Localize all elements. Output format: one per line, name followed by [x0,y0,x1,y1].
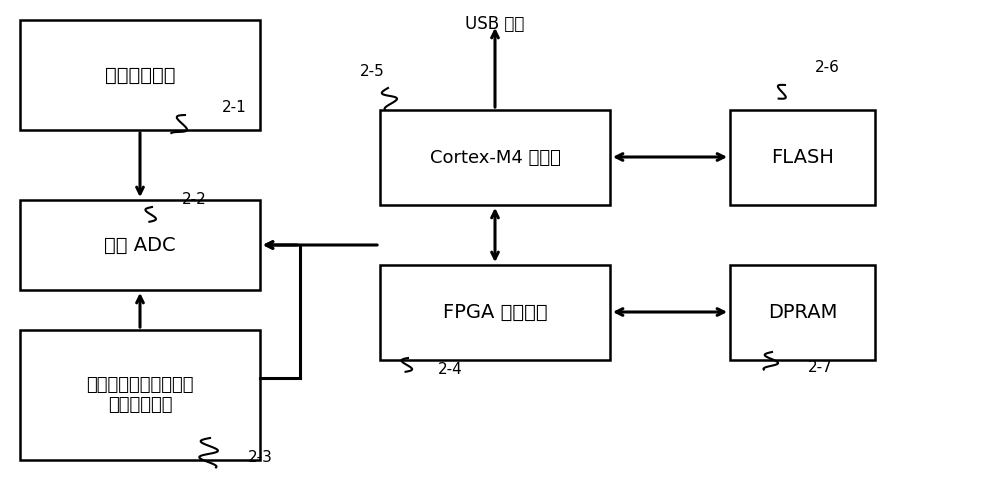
Text: 2-5: 2-5 [360,64,385,80]
Bar [380,110,610,205]
Text: USB 输出: USB 输出 [465,15,525,33]
Text: 2-4: 2-4 [438,362,463,378]
Text: 点火信号、加速度计信
号、转速信号: 点火信号、加速度计信 号、转速信号 [86,376,194,414]
Text: Cortex-M4 处理器: Cortex-M4 处理器 [430,148,560,166]
Text: 2-1: 2-1 [222,100,247,115]
Text: FPGA 主控制器: FPGA 主控制器 [443,303,547,322]
Text: 2-7: 2-7 [808,360,833,376]
Text: DPRAM: DPRAM [768,303,837,322]
Bar [20,330,260,460]
Text: 2-3: 2-3 [248,450,273,465]
Bar [20,20,260,130]
Text: 2-2: 2-2 [182,193,207,207]
Text: 2-6: 2-6 [815,60,840,76]
Text: 引信特性信号: 引信特性信号 [105,65,175,85]
Bar [380,265,610,360]
Text: FLASH: FLASH [771,148,834,167]
Bar [730,265,875,360]
Bar [20,200,260,290]
Bar [730,110,875,205]
Text: 高速 ADC: 高速 ADC [104,236,176,254]
